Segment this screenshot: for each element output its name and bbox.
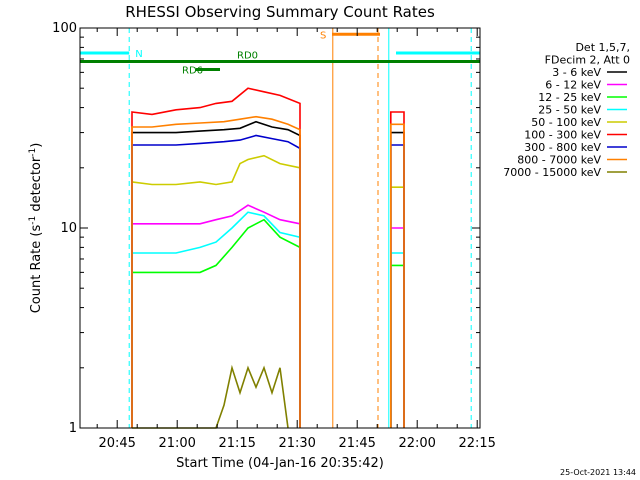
x-tick-label-0: 20:45: [98, 436, 135, 451]
y-axis-label: Count Rate (s-1 detector-1): [28, 143, 44, 314]
series-8-segment-0: [132, 364, 289, 429]
legend-label-7: 800 - 7000 keV: [517, 154, 601, 167]
y-axis-label-sup1: -1: [28, 216, 38, 225]
y-axis-label-sup2: -1: [28, 148, 38, 157]
x-tick-label-5: 22:00: [398, 436, 435, 451]
series-6-segment-0: [131, 134, 301, 428]
legend-label-6: 300 - 800 keV: [524, 141, 601, 154]
series-0-segment-0: [131, 120, 301, 428]
x-tick-label-6: 22:15: [458, 436, 495, 451]
y-tick-label-1: 10: [60, 221, 77, 236]
flag-label-1: S: [320, 30, 326, 41]
x-tick-label-3: 21:30: [278, 436, 315, 451]
legend-label-4: 50 - 100 keV: [531, 116, 601, 129]
legend-label-0: 3 - 6 keV: [552, 66, 601, 79]
series-3-segment-1: [389, 252, 405, 428]
series-7-segment-1: [389, 123, 405, 428]
x-axis-label: Start Time (04-Jan-16 20:35:42): [176, 456, 384, 471]
series-5-segment-1: [389, 111, 405, 428]
legend-label-1: 6 - 12 keV: [545, 79, 601, 92]
series-7-segment-0: [131, 115, 301, 428]
x-tick-label-1: 21:00: [158, 436, 195, 451]
flag-label-0: N: [135, 49, 142, 60]
footer-timestamp: 25-Oct-2021 13:44: [560, 468, 636, 477]
series-1-segment-1: [389, 227, 405, 428]
x-axis-ticks: 20:45 21:00 21:15 21:30 21:45 22:00 22:15: [96, 28, 496, 451]
x-tick-label-2: 21:15: [218, 436, 255, 451]
legend-label-3: 25 - 50 keV: [538, 104, 601, 117]
y-axis-ticks: 1 10 100: [52, 21, 480, 436]
legend-header-1: FDecim 2, Att 0: [545, 54, 630, 67]
series-5-segment-0: [131, 87, 301, 428]
legend-label-5: 100 - 300 keV: [524, 129, 601, 142]
y-tick-label-2: 100: [52, 21, 77, 36]
series-3-segment-0: [131, 211, 301, 428]
flag-label-3: RD6: [182, 66, 203, 77]
y-axis-label-end: ): [29, 143, 44, 148]
series-4-segment-1: [389, 186, 405, 428]
legend-label-2: 12 - 25 keV: [538, 91, 601, 104]
legend-header-0: Det 1,5,7,: [575, 41, 630, 54]
chart-title: RHESSI Observing Summary Count Rates: [125, 3, 435, 21]
y-axis-label-main: Count Rate (s: [29, 225, 44, 314]
plot-marks: N S RD0 RD6: [80, 28, 480, 429]
legend-label-8: 7000 - 15000 keV: [503, 166, 601, 179]
y-axis-label-mid: detector: [29, 156, 44, 216]
series-0-segment-1: [389, 131, 405, 428]
series-1-segment-0: [131, 204, 301, 428]
series-2-segment-1: [389, 264, 405, 428]
series-4-segment-0: [131, 154, 301, 428]
x-tick-label-4: 21:45: [338, 436, 375, 451]
y-tick-label-0: 1: [69, 421, 77, 436]
series-2-segment-0: [131, 218, 301, 428]
flag-label-2: RD0: [237, 50, 258, 61]
